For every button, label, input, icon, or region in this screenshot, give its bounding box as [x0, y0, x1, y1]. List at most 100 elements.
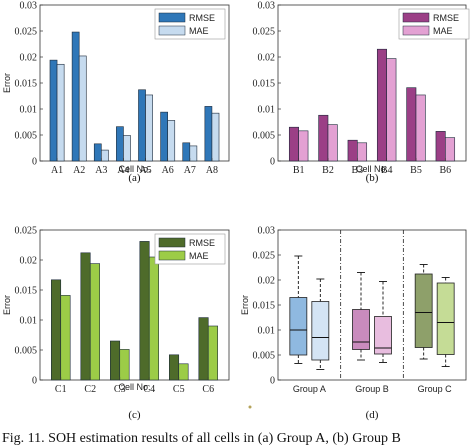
x-tick-label: A4 [117, 165, 129, 176]
bar-rmse-b5 [406, 87, 417, 162]
y-tick-label: 0.005 [15, 346, 38, 357]
x-tick-label: A8 [206, 165, 218, 176]
y-tick-label: 0 [270, 157, 275, 168]
y-tick-label: 0 [32, 157, 37, 168]
box-group-b-rmse [352, 309, 370, 350]
figure-caption: Fig. 11. SOH estimation results of all c… [2, 431, 401, 445]
legend-swatch-mae [158, 250, 186, 261]
y-tick-label: 0 [270, 376, 275, 387]
x-tick-label: A1 [51, 165, 63, 176]
legend-label-mae: MAE [189, 251, 209, 261]
bar-mae-c2 [89, 263, 100, 381]
panel-label: (c) [128, 409, 141, 421]
bar-rmse-a5 [138, 89, 146, 162]
y-tick-label: 0.005 [253, 131, 276, 142]
x-tick-label: C4 [143, 384, 155, 395]
y-tick-label: 0.02 [20, 53, 38, 64]
bar-rmse-a2 [71, 31, 80, 162]
bar-rmse-a3 [93, 143, 102, 162]
x-tick-label: Group C [418, 384, 453, 394]
box-group-a-mae [311, 301, 330, 361]
bar-rmse-c3 [110, 340, 121, 381]
legend-label-rmse: RMSE [189, 13, 215, 23]
bar-rmse-b2 [318, 114, 329, 162]
bar-mae-c6 [207, 325, 218, 381]
x-tick-label: A7 [184, 165, 196, 176]
x-tick-label: B3 [351, 165, 363, 176]
x-tick-label: C1 [55, 384, 67, 395]
y-axis-label: Error [2, 73, 12, 93]
panel-label: (a) [128, 172, 141, 184]
bar-mae-a8 [211, 112, 220, 162]
bar-rmse-c2 [80, 252, 91, 381]
bar-rmse-a4 [116, 126, 124, 162]
legend-label-rmse: RMSE [433, 13, 459, 23]
bar-mae-c3 [119, 349, 130, 381]
y-tick-label: 0.02 [20, 256, 38, 267]
x-tick-label: C2 [84, 384, 96, 395]
x-axis-label: Cell No. [118, 382, 150, 392]
box-group-a-rmse [289, 297, 308, 356]
box-group-b-mae [374, 316, 392, 355]
x-axis-label: Cell No. [118, 164, 150, 174]
bar-mae-b1 [298, 130, 309, 162]
panel-label: (d) [366, 409, 379, 421]
bar-rmse-a7 [182, 142, 191, 162]
x-tick-label: Group B [355, 384, 389, 394]
panel-c: 0 0.005 0.01 0.015 0.02 0.025 Error C1 C2 C3 C4 C5 C… [2, 226, 230, 421]
panel-a: 0 0.005 0.01 0.015 0.02 0.025 0.03 Error A1 A2 A3 A… [2, 1, 230, 184]
x-tick-label: A5 [139, 165, 151, 176]
bar-rmse-b3 [347, 139, 358, 162]
stray-dot [248, 405, 252, 409]
x-tick-label: B1 [293, 165, 305, 176]
y-tick-label: 0.01 [20, 316, 38, 327]
x-tick-label: A6 [162, 165, 174, 176]
plot-frame [39, 229, 230, 381]
legend-swatch-mae [158, 25, 186, 36]
bar-mae-a1 [56, 63, 65, 162]
legend-label-mae: MAE [433, 26, 453, 36]
bar-rmse-c6 [198, 317, 209, 381]
bar-mae-c5 [178, 363, 189, 381]
x-tick-label: B6 [439, 165, 451, 176]
panel-d: 0 0.005 0.01 0.015 0.02 0.025 0.03 Error Group A… [240, 226, 467, 421]
y-tick-label: 0.02 [258, 276, 276, 287]
x-tick-label: A3 [95, 165, 107, 176]
x-tick-label: B5 [410, 165, 422, 176]
y-tick-label: 0.025 [253, 27, 276, 38]
x-tick-label: C3 [114, 384, 126, 395]
bar-mae-b6 [445, 137, 456, 162]
y-tick-label: 0.01 [258, 105, 276, 116]
y-tick-label: 0.03 [20, 1, 38, 12]
y-tick-label: 0.03 [258, 226, 276, 237]
bar-rmse-a1 [49, 59, 58, 162]
bar-mae-a4 [123, 135, 131, 162]
x-tick-label: C6 [202, 384, 214, 395]
y-tick-label: 0.025 [253, 251, 276, 262]
y-tick-label: 0.015 [253, 79, 276, 90]
y-tick-label: 0.005 [253, 351, 276, 362]
bar-mae-b5 [415, 94, 426, 162]
y-tick-label: 0.015 [15, 286, 38, 297]
y-tick-label: 0.01 [20, 105, 38, 116]
bar-mae-b3 [357, 142, 368, 162]
bar-rmse-b6 [435, 131, 446, 162]
x-axis-label: Cell No. [356, 164, 388, 174]
y-axis-label: Error [240, 295, 250, 315]
y-tick-label: 0.025 [15, 27, 38, 38]
bar-mae-a2 [78, 55, 87, 162]
bar-mae-b2 [327, 124, 338, 162]
panel-label: (b) [366, 172, 379, 184]
panel-b: 0 0.005 0.01 0.015 0.02 0.025 0.03 B1 B2 B3 B4 B5 B6… [253, 1, 470, 184]
y-tick-label: 0.015 [15, 79, 38, 90]
legend-swatch-mae [402, 25, 430, 36]
y-tick-label: 0.02 [258, 53, 276, 64]
y-tick-label: 0 [32, 376, 37, 387]
y-tick-label: 0.03 [258, 1, 276, 12]
y-tick-label: 0.025 [15, 226, 38, 237]
bar-rmse-c1 [51, 279, 62, 381]
legend-swatch-rmse [158, 12, 186, 23]
legend-swatch-rmse [402, 12, 430, 23]
box-group-c-rmse [414, 273, 433, 348]
